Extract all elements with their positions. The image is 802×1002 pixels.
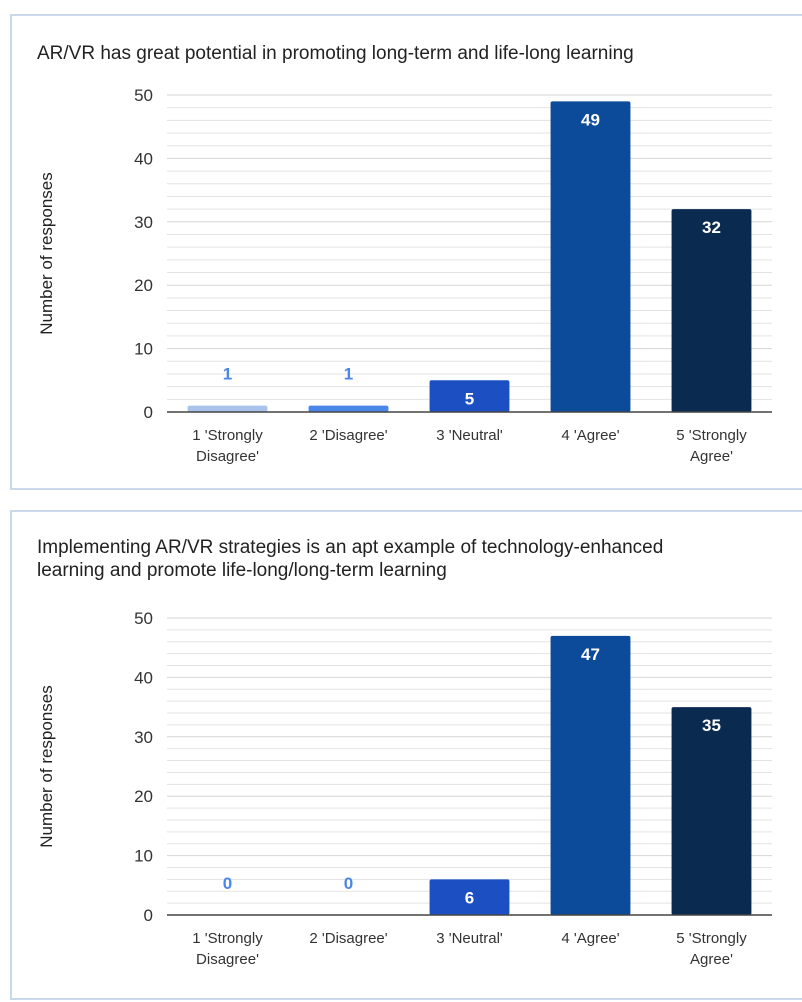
- y-tick-label: 50: [134, 609, 153, 628]
- x-tick-label: Disagree': [196, 448, 259, 465]
- bar: [429, 879, 510, 915]
- x-tick-label: Agree': [690, 951, 733, 968]
- x-tick-label: 4 'Agree': [561, 930, 619, 947]
- x-tick-label: 1 'Strongly: [192, 427, 263, 444]
- bar: [550, 635, 631, 915]
- y-tick-label: 20: [134, 276, 153, 295]
- x-tick-label: 1 'Strongly: [192, 930, 263, 947]
- y-tick-label: 40: [134, 668, 153, 687]
- data-label: 35: [702, 716, 721, 735]
- bar-chart-2: 0 10 20 30 40 50 Number of responses 0 1 'Strong…: [37, 609, 772, 968]
- y-tick-label: 0: [144, 906, 153, 925]
- chart-title: AR/VR has great potential in promoting l…: [37, 43, 634, 64]
- y-axis-label: Number of responses: [37, 685, 56, 848]
- chart-panel-2: Implementing AR/VR strategies is an apt …: [10, 510, 802, 1000]
- data-label: 49: [581, 110, 600, 129]
- data-label: 1: [223, 365, 232, 384]
- bar: [550, 101, 631, 412]
- x-tick-label: 2 'Disagree': [309, 427, 387, 444]
- data-label: 0: [223, 874, 232, 893]
- data-label: 6: [465, 888, 474, 907]
- bar: [187, 405, 268, 412]
- x-tick-label: 5 'Strongly: [676, 930, 747, 947]
- bar-chart-1: 0 10 20 30 40 50 Number of responses 1 1 'Strong…: [37, 86, 772, 465]
- chart-title: Implementing AR/VR strategies is an apt …: [37, 537, 664, 581]
- x-tick-label: Disagree': [196, 951, 259, 968]
- y-tick-label: 20: [134, 787, 153, 806]
- y-axis-label: Number of responses: [37, 172, 56, 335]
- y-tick-label: 0: [144, 403, 153, 422]
- x-tick-label: 3 'Neutral': [436, 427, 503, 444]
- y-tick-label: 30: [134, 728, 153, 747]
- x-tick-label: 5 'Strongly: [676, 427, 747, 444]
- data-label: 1: [344, 365, 353, 384]
- data-label: 0: [344, 874, 353, 893]
- y-tick-label: 10: [134, 847, 153, 866]
- chart-panel-1: AR/VR has great potential in promoting l…: [10, 14, 802, 490]
- data-label: 32: [702, 218, 721, 237]
- x-tick-label: 2 'Disagree': [309, 930, 387, 947]
- y-tick-label: 40: [134, 149, 153, 168]
- x-tick-label: 3 'Neutral': [436, 930, 503, 947]
- y-tick-label: 10: [134, 340, 153, 359]
- data-label: 5: [465, 389, 474, 408]
- bar: [429, 380, 510, 412]
- data-label: 47: [581, 645, 600, 664]
- x-tick-label: Agree': [690, 448, 733, 465]
- y-tick-label: 30: [134, 213, 153, 232]
- bar: [308, 405, 389, 412]
- x-tick-label: 4 'Agree': [561, 427, 619, 444]
- y-tick-label: 50: [134, 86, 153, 105]
- bar: [671, 209, 752, 412]
- bar: [671, 707, 752, 915]
